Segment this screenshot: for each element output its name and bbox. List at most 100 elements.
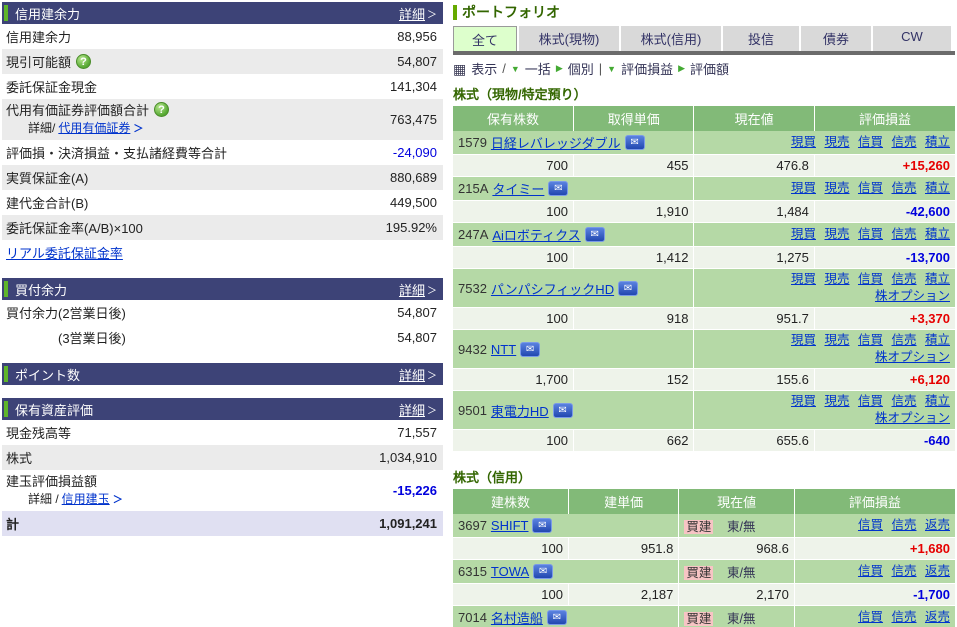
mail-icon[interactable]: ✉ [520, 341, 541, 357]
collateral-securities-link[interactable]: 代用有価証券 [58, 121, 131, 135]
value-toggle[interactable]: 評価額 [690, 62, 730, 77]
margin-positions-link[interactable]: 信用建玉 [61, 492, 110, 506]
margin-sell-link[interactable]: 信売 [891, 518, 917, 532]
cash-buy-link[interactable]: 現買 [790, 135, 816, 149]
accumulate-link[interactable]: 積立 [924, 272, 950, 286]
mail-icon[interactable]: ✉ [532, 518, 553, 533]
margin-sell-link[interactable]: 信売 [891, 272, 917, 286]
margin-buy-link[interactable]: 信買 [857, 181, 883, 195]
cash-buy-link[interactable]: 現買 [790, 181, 816, 195]
stock-name-link[interactable]: TOWA [490, 564, 530, 579]
qty-cell: 700 [453, 154, 574, 177]
stock-name-link[interactable]: Aiロボティクス [492, 228, 581, 243]
price-cell: 1,275 [693, 246, 815, 269]
margin-sell-link[interactable]: 信売 [891, 135, 917, 149]
stock-option-link[interactable]: 株オプション [874, 411, 950, 425]
real-margin-ratio-link[interactable]: リアル委託保証金率 [6, 246, 123, 261]
tab-funds[interactable]: 投信 [723, 26, 799, 51]
pl-cell: +1,680 [793, 537, 955, 560]
stock-name-link[interactable]: パンパシフィックHD [490, 281, 615, 297]
margin-buy-link[interactable]: 信買 [857, 564, 883, 578]
cash-sell-link[interactable]: 現売 [824, 394, 850, 408]
price-cell: 968.6 [678, 537, 795, 560]
repay-sell-link[interactable]: 返売 [924, 518, 950, 532]
margin-sell-link[interactable]: 信売 [891, 227, 917, 241]
margin-buy-link[interactable]: 信買 [857, 333, 883, 347]
help-icon[interactable]: ? [76, 54, 92, 69]
margin-buy-link[interactable]: 信買 [857, 272, 883, 286]
accumulate-link[interactable]: 積立 [924, 181, 950, 195]
qty-cell: 100 [453, 537, 569, 560]
stock-name-link[interactable]: タイミー [492, 182, 545, 197]
margin-buy-link[interactable]: 信買 [857, 518, 883, 532]
cash-sell-link[interactable]: 現売 [824, 227, 850, 241]
row-value: 1,091,241 [379, 516, 437, 531]
stock-option-link[interactable]: 株オプション [874, 289, 950, 303]
stock-name-link[interactable]: NTT [490, 341, 517, 357]
mail-icon[interactable]: ✉ [584, 227, 605, 242]
row-label: 実質保証金(A) [6, 171, 89, 186]
mail-icon[interactable]: ✉ [624, 135, 645, 150]
detail-link[interactable]: 詳細 [398, 402, 425, 418]
accumulate-link[interactable]: 積立 [924, 135, 950, 149]
margin-sell-link[interactable]: 信売 [891, 564, 917, 578]
margin-buy-link[interactable]: 信買 [857, 227, 883, 241]
cash-sell-link[interactable]: 現売 [824, 181, 850, 195]
cash-buy-link[interactable]: 現買 [790, 333, 816, 347]
qty-cell: 100 [453, 307, 574, 330]
tab-bonds[interactable]: 債券 [801, 26, 871, 51]
long-position-badge: 買建 [684, 566, 714, 580]
help-icon[interactable]: ? [154, 102, 170, 117]
stock-name-link[interactable]: 東電力HD [490, 403, 549, 419]
margin-buy-link[interactable]: 信買 [857, 610, 883, 624]
stock-name-link[interactable]: 日経レバレッジダブル [490, 136, 621, 151]
stock-name-row: 3697 SHIFT ✉ 買建 東/無 信買 信売 返売 [453, 514, 955, 538]
mail-icon[interactable]: ✉ [552, 402, 573, 418]
margin-sell-link[interactable]: 信売 [891, 394, 917, 408]
accumulate-link[interactable]: 積立 [924, 394, 950, 408]
sub-detail: 詳細/ 代用有価証券 ＞ [6, 119, 169, 139]
tab-stock-margin[interactable]: 株式(信用) [621, 26, 721, 51]
mail-icon[interactable]: ✉ [533, 564, 554, 579]
cash-buy-link[interactable]: 現買 [790, 394, 816, 408]
tab-cw[interactable]: CW [873, 26, 951, 51]
margin-buy-link[interactable]: 信買 [857, 394, 883, 408]
margin-sell-link[interactable]: 信売 [891, 610, 917, 624]
cash-buy-link[interactable]: 現買 [790, 272, 816, 286]
cash-sell-link[interactable]: 現売 [824, 135, 850, 149]
row-label: 計 [6, 517, 20, 532]
repay-sell-link[interactable]: 返売 [924, 610, 950, 624]
margin-sell-link[interactable]: 信売 [891, 181, 917, 195]
accumulate-link[interactable]: 積立 [924, 333, 950, 347]
stock-name-row: 7014 名村造船 ✉ 買建 東/無 信買 信売 返売 [453, 605, 955, 627]
accent-bar [4, 401, 8, 417]
stock-name-link[interactable]: 名村造船 [490, 611, 543, 626]
cash-sell-link[interactable]: 現売 [824, 272, 850, 286]
stock-value-row: 100 2,187 2,170 -1,700 [453, 583, 955, 606]
summary-row: 買付余力(2営業日後) 54,807 [2, 300, 443, 325]
mail-icon[interactable]: ✉ [548, 181, 569, 196]
cash-buy-link[interactable]: 現買 [790, 227, 816, 241]
sub-detail: 詳細 / 信用建玉 ＞ [6, 490, 123, 510]
market-label: 東/無 [727, 566, 756, 580]
detail-link[interactable]: 詳細 [398, 367, 425, 383]
stock-name-link[interactable]: SHIFT [490, 518, 529, 533]
section-buying-power: 買付余力 詳細 ＞ 買付余力(2営業日後) 54,807 (3営業日後) 54,… [2, 278, 443, 350]
margin-sell-link[interactable]: 信売 [891, 333, 917, 347]
mail-icon[interactable]: ✉ [618, 280, 639, 296]
detail-link[interactable]: 詳細 [398, 282, 425, 298]
repay-sell-link[interactable]: 返売 [924, 564, 950, 578]
tab-stock-cash[interactable]: 株式(現物) [519, 26, 619, 51]
mail-icon[interactable]: ✉ [546, 610, 567, 625]
pl-toggle[interactable]: 評価損益 [621, 62, 674, 77]
detail-link[interactable]: 詳細 [398, 6, 425, 22]
batch-toggle[interactable]: 一括 [524, 62, 551, 77]
row-label-block: 建玉評価損益額 詳細 / 信用建玉 ＞ [6, 471, 123, 510]
individual-toggle[interactable]: 個別 [567, 62, 594, 77]
cash-sell-link[interactable]: 現売 [824, 333, 850, 347]
tab-all[interactable]: 全て [453, 26, 517, 51]
margin-buy-link[interactable]: 信買 [857, 135, 883, 149]
accumulate-link[interactable]: 積立 [924, 227, 950, 241]
market-label: 東/無 [727, 612, 756, 626]
stock-option-link[interactable]: 株オプション [874, 350, 950, 364]
